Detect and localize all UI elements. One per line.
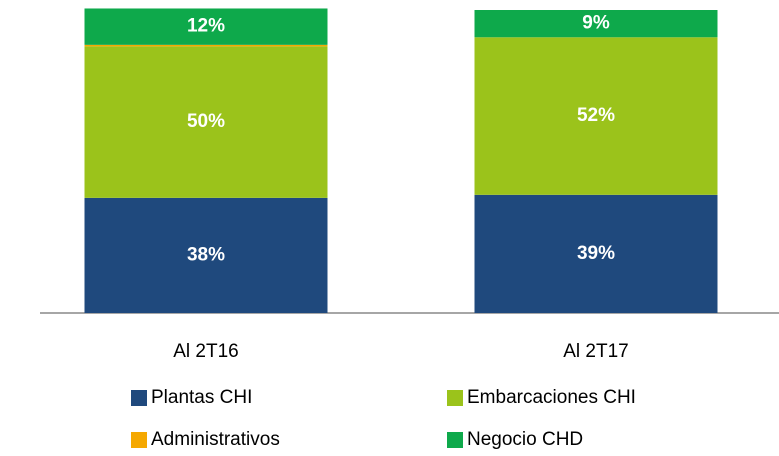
- bar-segment: [84, 8, 328, 45]
- legend-swatch: [131, 432, 147, 448]
- legend-label: Administrativos: [151, 429, 280, 450]
- data-label: 50%: [187, 111, 225, 132]
- data-label: 12%: [187, 16, 225, 37]
- data-label: 38%: [187, 244, 225, 265]
- bar-segment: [84, 197, 328, 313]
- legend-swatch: [131, 390, 147, 406]
- x-tick-label: Al 2T16: [173, 341, 238, 362]
- bar-segment: [84, 44, 328, 47]
- legend-label: Negocio CHD: [467, 429, 583, 450]
- bar-segment: [474, 10, 718, 38]
- bar-segment: [474, 194, 718, 313]
- legend-swatch: [447, 432, 463, 448]
- legend-label: Plantas CHI: [151, 387, 252, 408]
- bar-segment: [84, 46, 328, 198]
- data-label: 39%: [577, 243, 615, 264]
- bar-segment: [474, 37, 718, 195]
- legend-swatch: [447, 390, 463, 406]
- x-tick-label: Al 2T17: [563, 341, 628, 362]
- legend-label: Embarcaciones CHI: [467, 387, 636, 408]
- data-label: 52%: [577, 105, 615, 126]
- data-label: 9%: [582, 13, 610, 34]
